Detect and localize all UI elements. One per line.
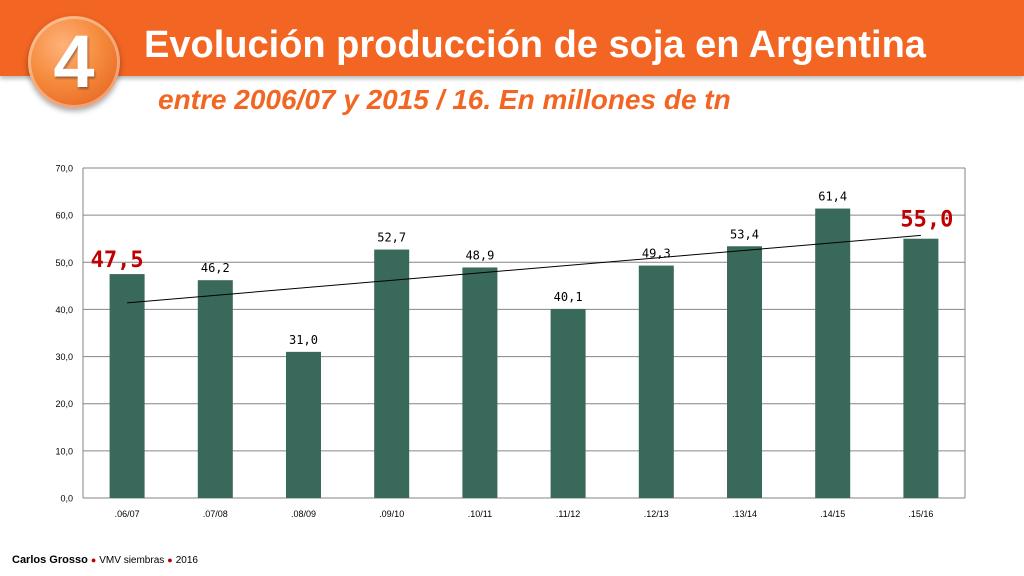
x-tick-label: .08/09	[291, 509, 316, 519]
footer-year: 2016	[175, 555, 198, 566]
slide-title: Evolución producción de soja en Argentin…	[144, 24, 926, 66]
y-tick-label: 70,0	[55, 164, 73, 174]
bullet-icon: ●	[90, 555, 97, 565]
x-tick-label: .12/13	[644, 509, 669, 519]
bar-chart: 0,0 10,0 20,0 30,0 40,0 50,0 60,0 70,0 .06/07 47,…	[0, 150, 1024, 530]
y-tick-label: 30,0	[55, 352, 73, 362]
slide-number: 4	[53, 20, 95, 103]
y-tick-label: 40,0	[55, 305, 73, 315]
footer-event: VMV siembras	[99, 555, 165, 566]
slide-number-badge: 4	[28, 16, 120, 108]
data-label: 48,9	[465, 248, 494, 262]
bar	[638, 265, 674, 498]
y-tick-label: 50,0	[55, 258, 73, 268]
x-tick-label: .13/14	[732, 509, 757, 519]
header-bar	[0, 0, 1024, 76]
bar	[109, 274, 145, 498]
chart-svg: 0,0 10,0 20,0 30,0 40,0 50,0 60,0 70,0 .06/07 47,…	[55, 164, 966, 519]
y-tick-label: 10,0	[55, 446, 73, 456]
y-tick-label: 0,0	[60, 494, 73, 504]
trendline	[127, 234, 921, 304]
data-label: 31,0	[289, 333, 318, 347]
data-label: 61,4	[818, 190, 847, 204]
data-label-highlight: 55,0	[900, 208, 953, 233]
x-tick-label: .09/10	[379, 509, 404, 519]
bar	[286, 351, 321, 498]
bar	[197, 280, 233, 498]
data-label: 46,2	[201, 261, 230, 275]
data-label: 40,1	[554, 290, 583, 304]
bullet-icon: ●	[167, 555, 173, 565]
x-tick-label: .06/07	[115, 509, 140, 519]
bar	[550, 308, 586, 498]
y-tick-label: 20,0	[55, 399, 73, 409]
y-tick-label: 60,0	[55, 211, 73, 221]
bar	[374, 249, 410, 498]
data-label-highlight: 47,5	[91, 248, 144, 273]
x-tick-label: .15/16	[908, 509, 933, 519]
footer: Carlos Grosso ● VMV siembras ● 2016	[12, 554, 198, 566]
footer-author: Carlos Grosso	[12, 554, 88, 566]
bar	[462, 267, 498, 498]
bar	[903, 238, 939, 498]
data-label: 52,7	[377, 231, 406, 245]
bar	[727, 246, 762, 498]
data-label: 53,4	[730, 227, 759, 241]
x-tick-label: .14/15	[820, 509, 845, 519]
bar	[815, 208, 851, 499]
x-tick-label: .07/08	[203, 509, 228, 519]
x-tick-label: .10/11	[468, 509, 492, 519]
slide-subtitle: entre 2006/07 y 2015 / 16. En millones d…	[158, 84, 731, 115]
x-tick-label: .11/12	[556, 509, 580, 519]
